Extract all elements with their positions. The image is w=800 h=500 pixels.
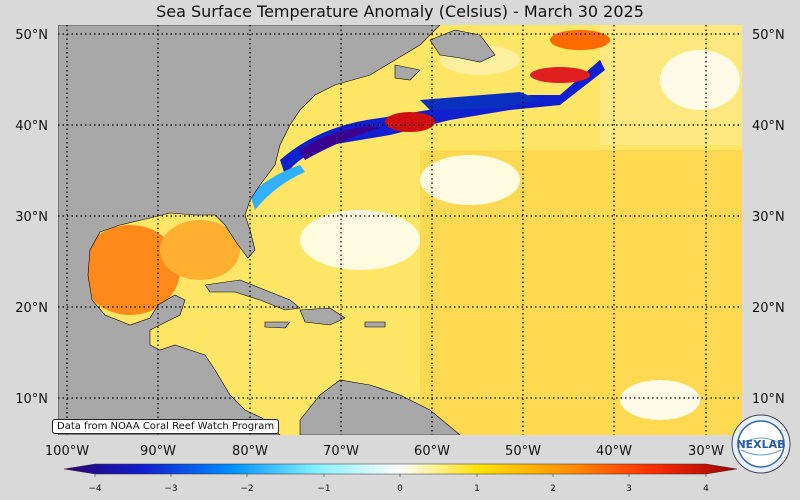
lat-label-right-40n: 40°N — [752, 119, 785, 134]
lat-label-right-50n: 50°N — [752, 28, 785, 43]
colorbar-tick: −1 — [317, 484, 330, 494]
lat-label-50n: 50°N — [15, 28, 48, 43]
colorbar-tick: 0 — [397, 484, 403, 494]
lon-label-80w: 80°W — [232, 444, 268, 459]
colorbar-tick: −2 — [240, 484, 253, 494]
land-masses — [58, 25, 496, 435]
lat-label-40n: 40°N — [15, 119, 48, 134]
ocean-anomaly-field — [58, 25, 742, 435]
colorbar-tick: −4 — [88, 484, 102, 494]
nexlab-logo: NEXLAB — [731, 414, 791, 474]
lon-label-40w: 40°W — [596, 444, 632, 459]
colorbar-tick: 3 — [626, 484, 632, 494]
colorbar-tick: 1 — [474, 484, 480, 494]
colorbar-tick: 2 — [550, 484, 556, 494]
lat-label-30n: 30°N — [15, 210, 48, 225]
colorbar-tick: 4 — [703, 484, 709, 494]
lon-label-60w: 60°W — [414, 444, 450, 459]
lon-label-70w: 70°W — [323, 444, 359, 459]
lat-label-20n: 20°N — [15, 301, 48, 316]
lon-label-30w: 30°W — [688, 444, 724, 459]
lon-label-50w: 50°W — [505, 444, 541, 459]
map-title: Sea Surface Temperature Anomaly (Celsius… — [156, 2, 644, 21]
lat-label-right-20n: 20°N — [752, 301, 785, 316]
logo-text: NEXLAB — [736, 438, 785, 451]
lon-label-100w: 100°W — [45, 444, 89, 459]
data-credit-label: Data from NOAA Coral Reef Watch Program — [52, 419, 280, 434]
lon-label-90w: 90°W — [140, 444, 176, 459]
colorbar-tick: −3 — [164, 484, 177, 494]
lat-label-10n: 10°N — [15, 392, 48, 407]
lat-label-right-30n: 30°N — [752, 210, 785, 225]
graticule — [58, 25, 742, 435]
lat-label-right-10n: 10°N — [752, 392, 785, 407]
colorbar: −4 −3 −2 −1 0 1 2 3 4 — [63, 463, 738, 494]
